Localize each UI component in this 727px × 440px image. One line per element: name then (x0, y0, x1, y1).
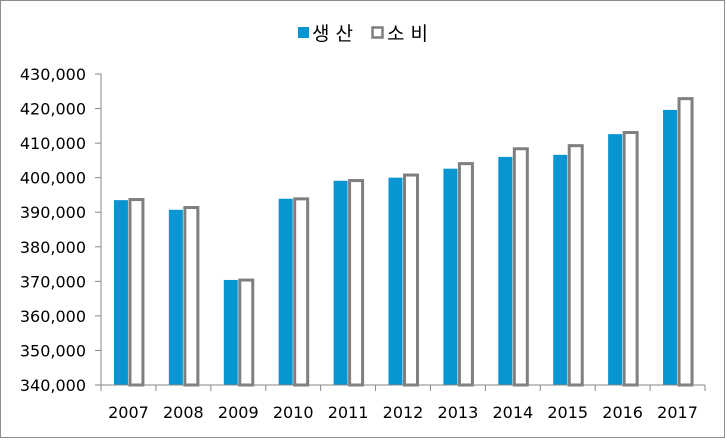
bar-series-1 (388, 177, 403, 385)
bar-series-2 (403, 173, 419, 387)
x-tick-label: 2017 (657, 403, 698, 422)
bar-series-1 (168, 209, 183, 385)
bar-series-2 (128, 198, 145, 387)
bar-series-2 (293, 197, 310, 387)
y-tick-label: 340,000 (20, 376, 86, 395)
x-tick-label: 2014 (492, 403, 533, 422)
bar-series-1 (113, 200, 128, 385)
x-tick-label: 2011 (328, 403, 369, 422)
y-tick-label: 370,000 (20, 272, 86, 291)
x-tick-label: 2012 (383, 403, 424, 422)
bar-series-2 (622, 131, 639, 387)
x-tick-label: 2009 (218, 403, 259, 422)
legend-swatch-series-1 (298, 27, 309, 38)
bar-series-2 (348, 179, 365, 387)
y-tick-label: 380,000 (20, 238, 86, 257)
bar-series-1 (498, 156, 513, 385)
bar-series-2 (512, 147, 529, 387)
y-tick-label: 350,000 (20, 341, 86, 360)
x-tick-label: 2016 (602, 403, 643, 422)
bar-series-1 (663, 109, 678, 385)
bar-series-2 (183, 206, 200, 387)
bar-series-2 (567, 144, 584, 387)
x-tick-label: 2010 (273, 403, 314, 422)
bar-series-2 (457, 162, 474, 387)
bar-series-1 (278, 198, 293, 385)
bar-series-1 (333, 180, 348, 385)
x-tick-label: 2015 (547, 403, 588, 422)
y-tick-label: 400,000 (20, 169, 86, 188)
y-tick-label: 360,000 (20, 307, 86, 326)
x-tick-label: 2008 (163, 403, 204, 422)
legend-swatch-series-2 (371, 26, 384, 39)
bar-series-2 (677, 97, 694, 387)
bar-series-1 (223, 279, 238, 385)
y-tick-label: 430,000 (20, 65, 86, 84)
bar-series-1 (608, 134, 623, 385)
y-tick-label: 390,000 (20, 203, 86, 222)
bar-series-1 (443, 168, 458, 385)
y-tick-label: 420,000 (20, 100, 86, 119)
legend-label-series-2: 소 비 (387, 23, 428, 45)
x-tick-label: 2013 (438, 403, 479, 422)
x-tick-label: 2007 (108, 403, 149, 422)
y-tick-label: 410,000 (20, 134, 86, 153)
bar-series-1 (553, 154, 568, 385)
legend-label-series-1: 생 산 (312, 23, 353, 45)
bar-series-2 (238, 278, 255, 387)
